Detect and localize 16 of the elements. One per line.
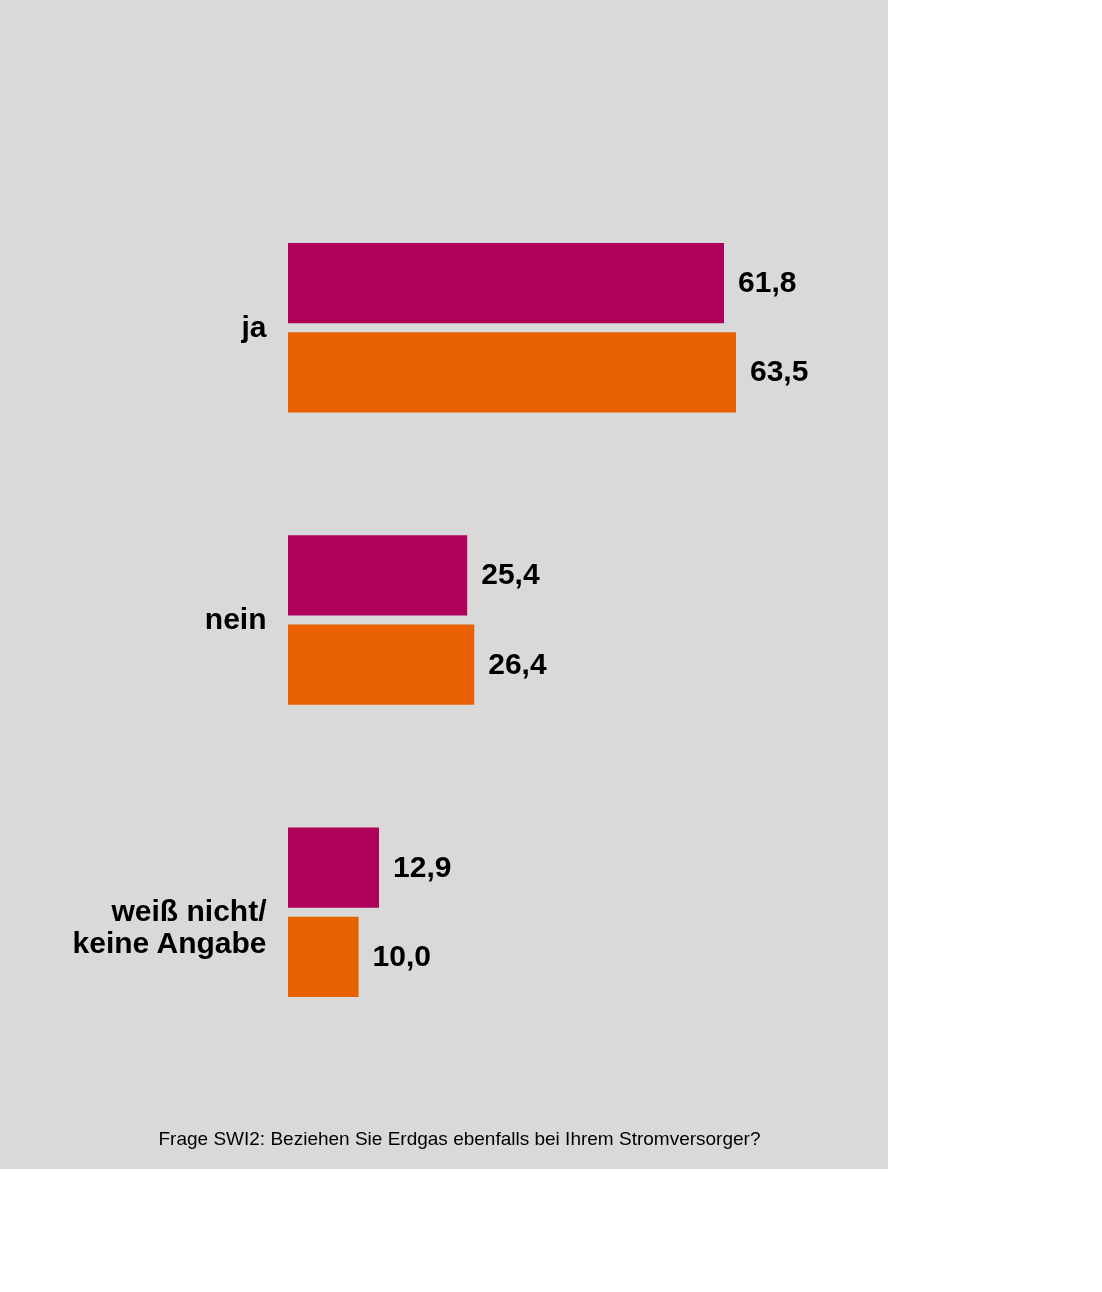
bar — [288, 827, 380, 908]
bar — [288, 624, 475, 705]
data-label: 63,5 — [750, 354, 809, 388]
bar — [288, 535, 468, 616]
y-tick-label: ja — [240, 309, 267, 343]
data-label: 12,9 — [393, 849, 452, 883]
y-tick-label: nein — [204, 602, 267, 635]
y-tick-label: weiß nicht/ keine Angabe — [72, 894, 268, 960]
data-label: 61,8 — [738, 265, 797, 299]
bar — [288, 243, 725, 324]
data-label: 10,0 — [372, 938, 431, 972]
data-label: 25,4 — [481, 557, 540, 591]
text: Frage SWI2: Beziehen Sie Erdgas ebenfalls bei Ihrem Stromversorger? — [158, 1128, 761, 1149]
bar — [288, 916, 359, 997]
data-label: 26,4 — [488, 646, 547, 680]
bar — [288, 332, 736, 413]
